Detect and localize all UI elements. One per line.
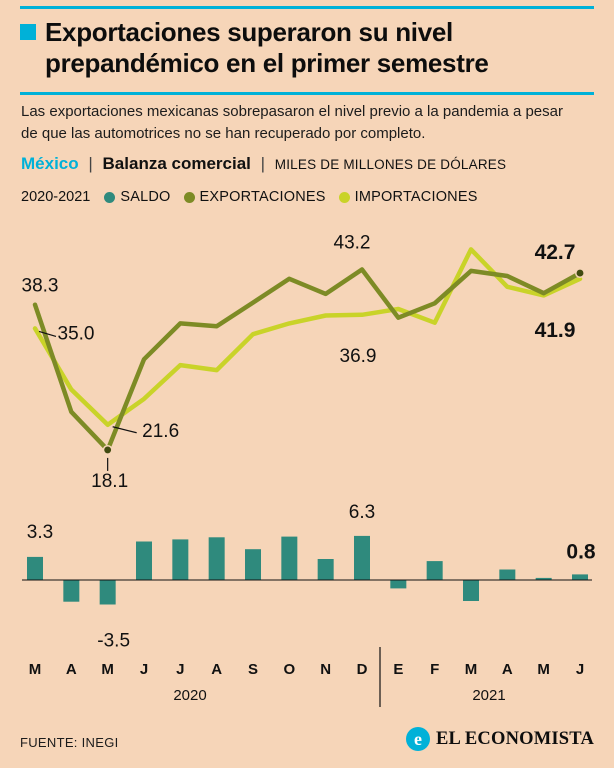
bar-saldo	[572, 574, 588, 580]
month-label: M	[101, 661, 114, 678]
source-note: FUENTE: INEGI	[20, 735, 119, 750]
month-label: M	[537, 661, 550, 678]
kicker-row: México | Balanza comercial | MILES DE MI…	[21, 154, 506, 174]
kicker-topic: Balanza comercial	[102, 154, 251, 173]
month-label: F	[430, 661, 439, 678]
data-label: 0.8	[566, 540, 596, 563]
title-line-2: prepandémico en el primer semestre	[45, 48, 489, 78]
month-label: S	[248, 661, 258, 678]
line-exportaciones	[32, 267, 583, 453]
data-label: 42.7	[535, 241, 576, 264]
leader-line	[112, 426, 137, 434]
year-label: 2021	[472, 687, 505, 704]
bar-saldo	[499, 569, 516, 580]
title-block: Exportaciones superaron su nivel prepandé…	[20, 17, 596, 79]
bar-saldo	[463, 580, 479, 601]
month-label: A	[502, 661, 513, 678]
chart-legend: 2020-2021 SALDO EXPORTACIONES IMPORTACIO…	[21, 189, 491, 205]
month-label: J	[176, 661, 184, 678]
kicker-separator: |	[88, 154, 93, 173]
legend-item-exportaciones: EXPORTACIONES	[183, 189, 326, 205]
bar-saldo	[172, 539, 189, 580]
month-label: J	[140, 661, 148, 678]
bar-saldo	[245, 549, 261, 580]
bar-saldo	[535, 577, 552, 580]
line-importaciones	[32, 247, 583, 428]
legend-item-saldo: SALDO	[104, 189, 170, 205]
legend-period: 2020-2021	[21, 189, 91, 205]
legend-label-exportaciones: EXPORTACIONES	[199, 189, 326, 205]
kicker-units: MILES DE MILLONES DE DÓLARES	[274, 157, 507, 172]
data-label: 18.1	[91, 471, 128, 492]
accent-divider	[20, 92, 594, 95]
brand-logo: e EL ECONOMISTA	[406, 727, 594, 751]
legend-item-importaciones: IMPORTACIONES	[338, 189, 478, 205]
data-label: 36.9	[340, 346, 377, 367]
title-line-1: Exportaciones superaron su nivel	[45, 17, 453, 47]
leader-line	[38, 330, 57, 338]
title-bullet-square	[20, 24, 36, 40]
bar-saldo	[63, 580, 80, 602]
data-label: 35.0	[58, 323, 95, 344]
page-title: Exportaciones superaron su nivel prepandé…	[45, 17, 489, 79]
bar-saldo	[354, 535, 370, 580]
kicker-separator: |	[260, 154, 266, 173]
saldo-color-dot-icon	[104, 191, 116, 203]
bar-saldo	[27, 556, 43, 580]
subtitle: Las exportaciones mexicanas sobrepasaron…	[21, 103, 563, 142]
month-label: J	[576, 661, 584, 678]
year-label: 2020	[173, 687, 206, 704]
month-label: A	[211, 661, 222, 678]
data-label: 21.6	[142, 421, 179, 442]
bar-saldo	[99, 580, 116, 605]
importaciones-color-dot-icon	[338, 191, 350, 203]
exportaciones-color-dot-icon	[183, 191, 195, 203]
brand-mark-icon: e	[406, 727, 430, 751]
data-label: -3.5	[97, 631, 130, 652]
month-label: N	[320, 661, 331, 678]
data-label: 6.3	[349, 502, 375, 523]
data-label: 38.3	[22, 276, 59, 297]
bar-saldo	[426, 561, 443, 580]
legend-label-importaciones: IMPORTACIONES	[354, 189, 478, 205]
bar-saldo	[317, 559, 334, 580]
brand-name: EL ECONOMISTA	[436, 728, 594, 749]
bar-saldo	[208, 537, 225, 580]
month-label: O	[283, 661, 295, 678]
month-label: E	[393, 661, 403, 678]
data-label: 3.3	[27, 522, 53, 543]
month-label: D	[357, 661, 368, 678]
data-label: 43.2	[334, 233, 371, 254]
point-marker	[575, 268, 585, 279]
month-label: M	[465, 661, 478, 678]
legend-label-saldo: SALDO	[120, 189, 171, 205]
bar-saldo	[281, 536, 298, 580]
month-label: A	[66, 661, 77, 678]
point-marker	[102, 444, 113, 455]
month-label: M	[29, 661, 42, 678]
top-accent-rule	[20, 6, 594, 9]
bar-saldo	[136, 541, 152, 580]
data-label: 41.9	[535, 319, 576, 342]
bar-saldo	[390, 580, 407, 589]
kicker-region: México	[21, 154, 79, 173]
